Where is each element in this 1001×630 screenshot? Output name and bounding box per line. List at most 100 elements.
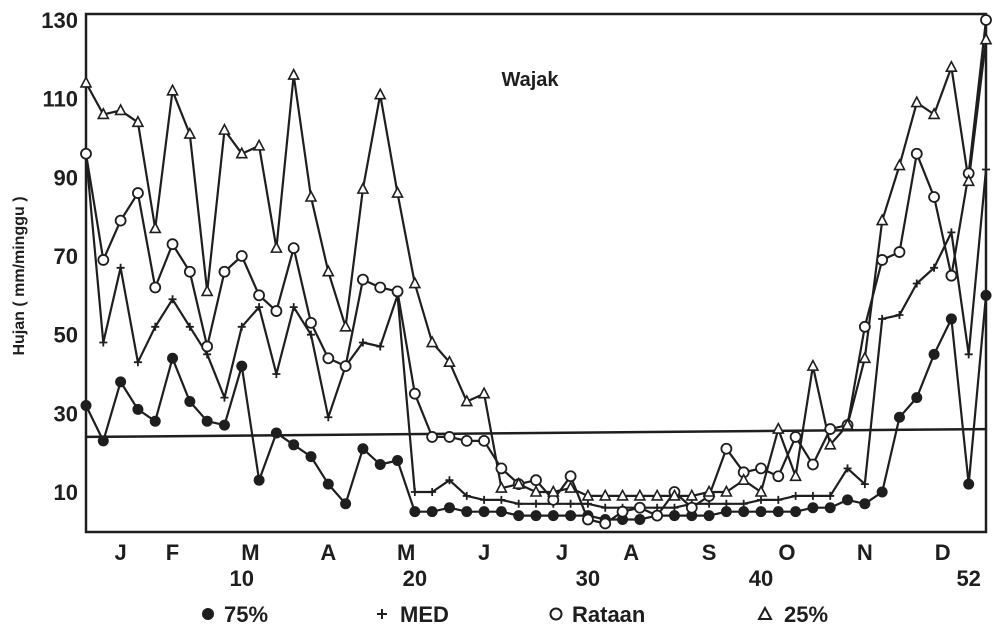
point-med — [237, 322, 246, 331]
point-rataan — [807, 458, 819, 471]
point-75 — [513, 510, 525, 522]
legend-open-triangle-icon — [757, 605, 773, 620]
point-75 — [374, 458, 386, 470]
x-month-label: D — [935, 540, 951, 565]
point-25 — [581, 488, 595, 501]
point-med — [220, 393, 229, 402]
point-rataan — [166, 238, 179, 251]
point-rataan — [97, 254, 110, 266]
point-25 — [546, 484, 560, 497]
point-75 — [495, 506, 507, 518]
legend-label-rataan: Rataan — [572, 602, 645, 627]
legend: 75% MED Rataan 25% — [202, 602, 828, 627]
point-25 — [598, 488, 612, 501]
point-rataan — [495, 462, 508, 475]
plot-frame — [84, 12, 988, 534]
point-25 — [789, 469, 802, 482]
point-75 — [547, 510, 559, 522]
point-rataan — [460, 434, 473, 447]
point-med — [480, 495, 489, 504]
point-rataan — [357, 273, 369, 286]
x-month-label: O — [778, 540, 795, 565]
point-75 — [842, 494, 854, 506]
x-month-label: F — [166, 540, 179, 565]
point-25 — [408, 276, 422, 289]
x-week-label: 30 — [576, 566, 600, 591]
point-75 — [634, 514, 646, 526]
point-med — [739, 499, 748, 508]
y-tick-label: 50 — [54, 323, 78, 348]
point-25 — [841, 417, 854, 430]
legend-open-circle-icon — [549, 607, 563, 621]
point-75 — [201, 415, 213, 427]
point-25 — [270, 240, 283, 253]
point-rataan — [443, 431, 456, 443]
point-med — [964, 350, 973, 359]
x-month-label: M — [241, 540, 259, 565]
y-axis-label: Hujan ( mm/minggu ) — [11, 196, 28, 355]
point-75 — [928, 348, 940, 360]
point-25 — [668, 488, 681, 501]
point-75 — [824, 502, 836, 514]
point-75 — [132, 403, 144, 415]
point-med — [497, 495, 506, 504]
x-week-label: 20 — [403, 566, 427, 591]
series-line-1 — [84, 153, 988, 509]
point-25 — [183, 126, 197, 139]
point-med — [878, 314, 887, 323]
point-75 — [115, 376, 127, 388]
point-25 — [166, 83, 179, 96]
point-med — [912, 279, 921, 288]
point-med — [808, 491, 817, 500]
point-25 — [96, 107, 110, 120]
point-med — [583, 499, 592, 508]
point-25 — [771, 421, 785, 434]
point-rataan — [564, 470, 577, 483]
point-25 — [685, 488, 699, 501]
point-med — [376, 342, 385, 351]
point-rataan — [876, 254, 889, 266]
point-med — [860, 480, 869, 489]
point-med — [722, 499, 731, 508]
x-month-label: M — [397, 540, 415, 565]
point-25 — [702, 484, 716, 497]
x-week-label: 40 — [749, 566, 773, 591]
point-75 — [305, 451, 317, 463]
reference-line-layer — [85, 427, 987, 439]
point-med — [532, 499, 540, 508]
point-25 — [477, 386, 491, 399]
point-25 — [720, 484, 733, 497]
point-25 — [148, 221, 162, 234]
point-med — [947, 228, 956, 237]
point-75 — [218, 419, 230, 431]
point-25 — [304, 189, 318, 202]
x-month-label: A — [623, 540, 639, 565]
point-25 — [373, 87, 387, 100]
point-75 — [876, 486, 888, 498]
point-25 — [391, 185, 404, 198]
point-rataan — [80, 147, 92, 160]
point-med — [272, 370, 281, 378]
point-rataan — [755, 462, 767, 475]
y-tick-label: 30 — [54, 401, 78, 426]
marker-layer — [79, 14, 993, 530]
point-med — [99, 338, 108, 347]
point-med — [566, 499, 575, 508]
chart-title: Wajak — [501, 69, 559, 91]
point-rataan — [478, 434, 490, 447]
point-med — [791, 491, 800, 500]
point-rataan — [945, 269, 958, 282]
point-75 — [461, 506, 473, 518]
point-25 — [650, 488, 664, 501]
x-week-label: 10 — [230, 566, 254, 591]
point-med — [982, 165, 990, 174]
point-75 — [755, 506, 767, 518]
point-25 — [875, 213, 889, 226]
point-25 — [806, 358, 820, 371]
point-med — [826, 491, 835, 500]
point-rataan — [391, 285, 404, 298]
point-med — [843, 464, 852, 473]
point-25 — [754, 484, 768, 497]
point-rataan — [893, 246, 906, 258]
